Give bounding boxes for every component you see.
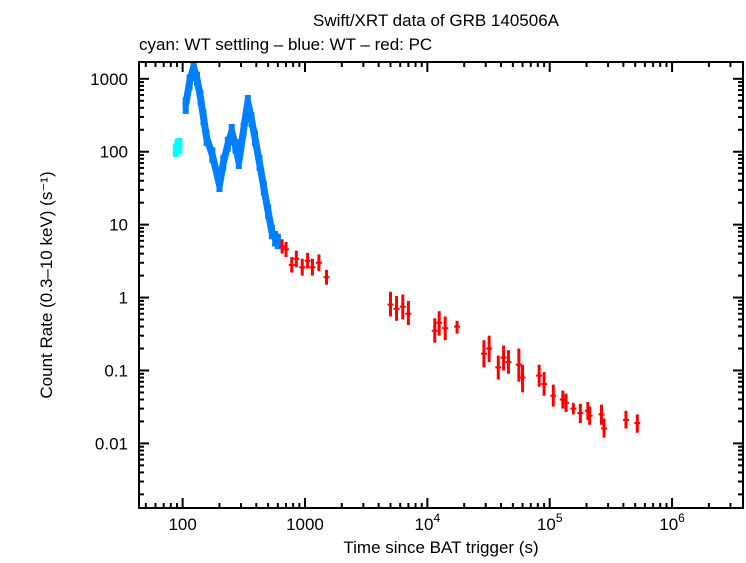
x-tick-label: 1000 — [286, 515, 324, 534]
plot-frame — [138, 61, 744, 509]
x-tick-label: 100 — [168, 515, 196, 534]
y-tick-label: 0.1 — [104, 361, 128, 380]
y-tick-label: 100 — [100, 143, 128, 162]
x-tick-exponent: 4 — [433, 511, 440, 525]
y-tick-label: 0.01 — [95, 434, 128, 453]
y-tick-label: 1 — [119, 289, 128, 308]
y-tick-label: 1000 — [90, 70, 128, 89]
x-axis-label: Time since BAT trigger (s) — [343, 538, 538, 557]
chart-title: Swift/XRT data of GRB 140506A — [313, 11, 560, 30]
x-tick-label: 106 — [659, 511, 685, 534]
chart-subtitle: cyan: WT settling – blue: WT – red: PC — [139, 35, 432, 54]
x-tick-exponent: 6 — [678, 511, 685, 525]
x-tick-label: 105 — [537, 511, 563, 534]
x-tick-exponent: 5 — [556, 511, 563, 525]
data-marks — [172, 62, 641, 438]
y-tick-label: 10 — [109, 216, 128, 235]
x-tick-label: 104 — [415, 511, 441, 534]
axes: 100 1000 104 105 106 1000 100 10 1 0.1 0.01 — [90, 62, 743, 534]
y-axis-label: Count Rate (0.3–10 keV) (s⁻¹) — [37, 171, 56, 398]
